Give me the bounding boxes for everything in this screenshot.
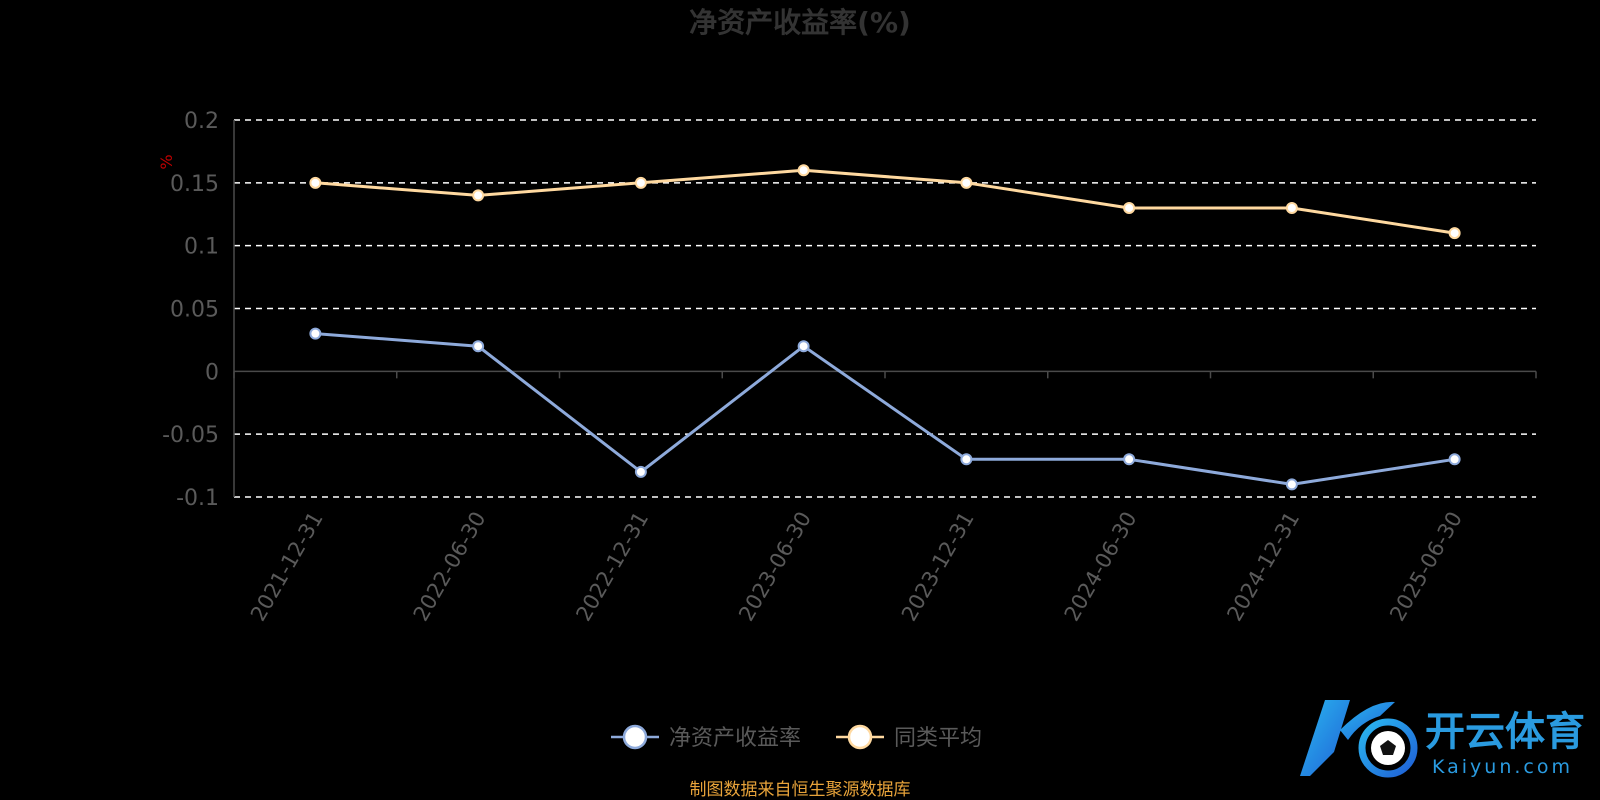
x-tick-label: 2023-12-31 xyxy=(897,508,979,626)
logo-k-icon xyxy=(1300,700,1350,776)
series-line-0 xyxy=(315,332,1455,486)
x-tick-label: 2023-06-30 xyxy=(734,508,816,626)
axes xyxy=(233,120,1537,497)
legend-label-peer-average: 同类平均 xyxy=(894,726,982,751)
data-point-1[interactable] xyxy=(472,189,485,202)
series-line-1 xyxy=(315,168,1455,235)
y-tick-label: -0.1 xyxy=(176,486,219,511)
y-tick-label: 0 xyxy=(205,360,219,385)
y-tick-label: 0.05 xyxy=(170,298,219,323)
logo-ball-ring-icon xyxy=(1358,718,1418,778)
legend: 净资产收益率 同类平均 xyxy=(611,724,982,751)
y-tick-label: 0.2 xyxy=(184,109,219,134)
y-unit-label: % xyxy=(157,154,176,169)
x-tick-label: 2025-06-30 xyxy=(1385,508,1467,626)
data-point-0[interactable] xyxy=(634,465,647,478)
legend-marker-peer-average xyxy=(847,724,873,750)
data-point-1[interactable] xyxy=(1448,227,1461,240)
x-tick-label: 2022-06-30 xyxy=(409,508,491,626)
data-point-0[interactable] xyxy=(960,453,973,466)
x-tick-labels: 2021-12-31 2022-06-30 2022-12-31 2023-06-30… xyxy=(246,508,1467,626)
x-tick-label: 2021-12-31 xyxy=(246,508,328,626)
watermark-brand-cn: 开云体育 xyxy=(1425,709,1585,755)
data-point-1[interactable] xyxy=(1285,201,1298,214)
y-tick-label: -0.05 xyxy=(162,423,219,448)
data-point-1[interactable] xyxy=(960,176,973,189)
data-point-0[interactable] xyxy=(472,340,485,353)
logo-ball-pentagon-icon xyxy=(1380,740,1396,755)
data-point-1[interactable] xyxy=(309,176,322,189)
data-point-1[interactable] xyxy=(634,176,647,189)
y-tick-label: 0.1 xyxy=(184,235,219,260)
grid-lines xyxy=(234,119,1536,498)
series-lines xyxy=(309,164,1461,491)
chart-title: 净资产收益率(%) xyxy=(689,6,911,39)
data-point-0[interactable] xyxy=(1448,453,1461,466)
legend-item-roe[interactable]: 净资产收益率 xyxy=(611,724,801,751)
data-point-1[interactable] xyxy=(1123,201,1136,214)
y-tick-labels: 0.2 0.15 0.1 0.05 0 -0.05 -0.1 xyxy=(162,109,219,511)
data-point-0[interactable] xyxy=(1285,478,1298,491)
data-point-0[interactable] xyxy=(309,327,322,340)
watermark-logo: 开云体育 Kaiyun.com xyxy=(1300,700,1585,778)
watermark-brand-en: Kaiyun.com xyxy=(1432,756,1573,778)
data-point-0[interactable] xyxy=(797,340,810,353)
legend-item-peer-average[interactable]: 同类平均 xyxy=(836,724,982,751)
x-tick-label: 2022-12-31 xyxy=(571,508,653,626)
legend-label-roe: 净资产收益率 xyxy=(669,726,801,751)
x-tick-label: 2024-06-30 xyxy=(1060,508,1142,626)
legend-marker-roe xyxy=(622,724,648,750)
source-note: 制图数据来自恒生聚源数据库 xyxy=(690,780,911,800)
data-point-0[interactable] xyxy=(1123,453,1136,466)
data-point-1[interactable] xyxy=(797,164,810,177)
x-tick-label: 2024-12-31 xyxy=(1222,508,1304,626)
logo-k-arm-icon xyxy=(1340,701,1395,740)
y-tick-label: 0.15 xyxy=(170,172,219,197)
